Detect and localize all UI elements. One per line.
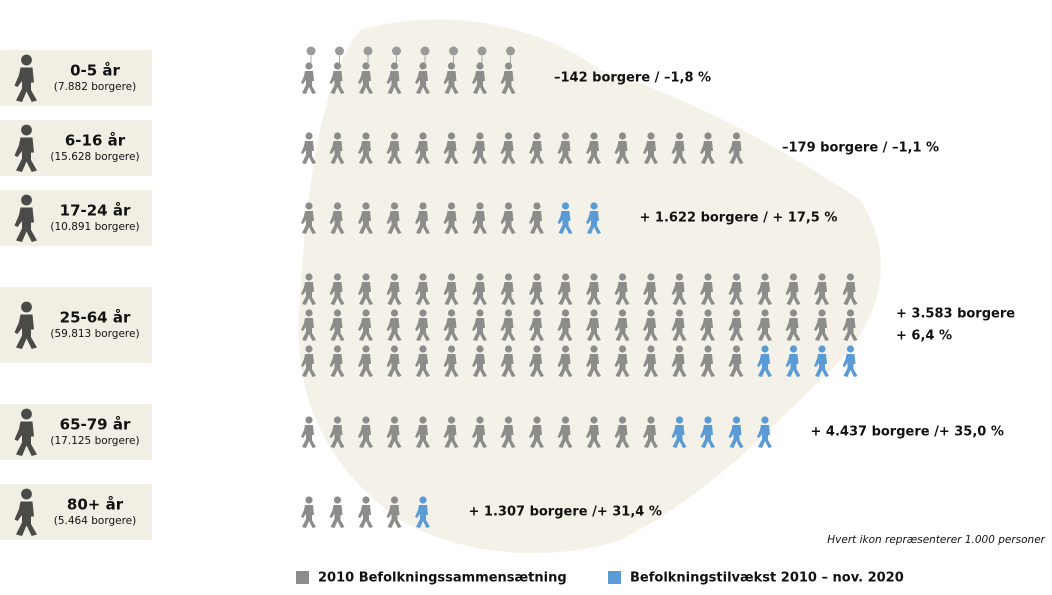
age-count: (7.882 borgere) — [54, 81, 136, 93]
age-count: (15.628 borgere) — [50, 151, 139, 163]
person-icon — [301, 496, 316, 528]
balloon — [363, 46, 373, 56]
balloon — [420, 46, 430, 56]
age-label: 25-64 år — [60, 309, 131, 327]
person-icon — [301, 132, 316, 164]
change-label: + 1.622 borgere / + 17,5 % — [640, 211, 838, 226]
change-label: + 3.583 borgere — [896, 307, 1015, 322]
legend: 2010 Befolkningssammensætning Befolknings… — [296, 571, 904, 586]
legend-swatch — [296, 571, 309, 584]
age-label: 17-24 år — [60, 202, 131, 220]
age-label: 80+ år — [67, 496, 124, 514]
note: Hvert ikon repræsenterer 1.000 personer — [827, 534, 1045, 546]
person-icon — [301, 62, 316, 94]
change-label: + 4.437 borgere /+ 35,0 % — [811, 425, 1004, 440]
age-count: (17.125 borgere) — [50, 435, 139, 447]
person-icon — [301, 416, 316, 448]
pictogram: –142 borgere / –1,8 % –179 borgere / –1,1… — [301, 46, 1015, 528]
age-count: (5.464 borgere) — [54, 515, 136, 527]
balloon — [449, 46, 458, 56]
balloon — [506, 46, 515, 56]
change-label: + 1.307 borgere /+ 31,4 % — [469, 505, 662, 520]
legend-swatch — [608, 571, 621, 584]
legend-label: Befolkningstilvækst 2010 – nov. 2020 — [630, 571, 904, 586]
change-label: + 6,4 % — [896, 329, 952, 344]
change-label: –179 borgere / –1,1 % — [782, 141, 939, 156]
age-panels: 0-5 år(7.882 borgere) 6-16 år(15.628 borg… — [0, 50, 152, 540]
age-count: (10.891 borgere) — [50, 221, 139, 233]
balloon — [306, 46, 316, 56]
age-count: (59.813 borgere) — [50, 328, 139, 340]
legend-label: 2010 Befolkningssammensætning — [318, 571, 567, 586]
age-label: 65-79 år — [60, 416, 131, 434]
balloon — [392, 46, 401, 56]
age-label: 6-16 år — [65, 132, 126, 150]
person-icon — [358, 496, 373, 528]
person-icon — [329, 496, 345, 528]
age-label: 0-5 år — [70, 62, 120, 80]
balloon — [335, 46, 344, 56]
change-label: –142 borgere / –1,8 % — [554, 71, 711, 86]
balloon — [477, 46, 487, 56]
